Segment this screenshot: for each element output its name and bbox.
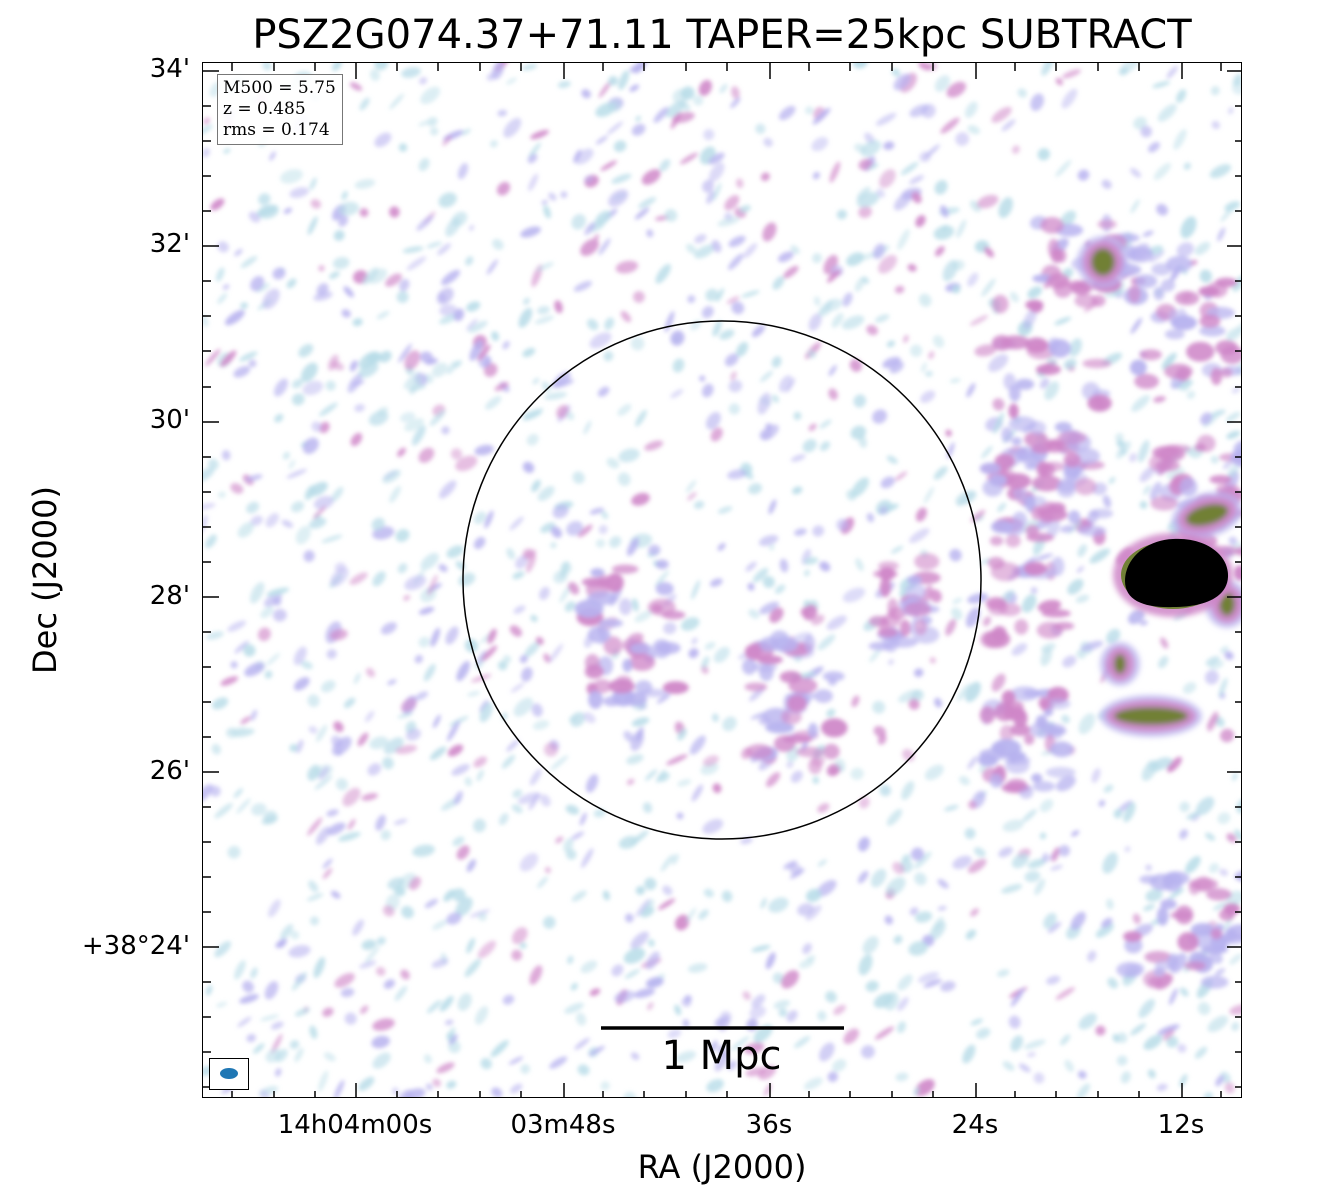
- redshift-text: z = 0.485: [223, 99, 306, 119]
- bright-radio-source: [1077, 236, 1129, 288]
- bright-radio-source: [1100, 695, 1202, 737]
- bright-sources-layer: [1077, 236, 1241, 737]
- radio-image-panel[interactable]: [202, 62, 1242, 1098]
- y-axis-label: Dec (J2000): [26, 486, 64, 674]
- beam-indicator: [209, 1058, 249, 1090]
- beam-ellipse: [220, 1068, 238, 1079]
- r500-circle: [462, 320, 982, 840]
- y-tick-label-32: 32': [149, 229, 190, 259]
- y-tick-label-24: +38°24': [81, 931, 190, 961]
- bright-radio-source: [1100, 642, 1140, 686]
- rms-text: rms = 0.174: [223, 120, 330, 140]
- x-tick-label-24s: 24s: [951, 1110, 999, 1140]
- x-tick-label-12s: 12s: [1157, 1110, 1205, 1140]
- noise-speckle-layer: [203, 63, 1241, 1097]
- x-tick-label-03m48s: 03m48s: [510, 1110, 616, 1140]
- bright-radio-source: [1171, 491, 1241, 539]
- m500-text: M500 = 5.75: [223, 78, 336, 98]
- scale-bar-label: 1 Mpc: [661, 1033, 782, 1079]
- cluster-info-box: M500 = 5.75 z = 0.485 rms = 0.174: [217, 74, 343, 145]
- x-tick-label-36s: 36s: [745, 1110, 793, 1140]
- y-tick-label-34: 34': [149, 54, 190, 84]
- y-tick-label-30: 30': [149, 405, 190, 435]
- radio-emission-map: [203, 63, 1241, 1097]
- central-radio-core: [1113, 533, 1233, 617]
- image-title: PSZ2G074.37+71.11 TAPER=25kpc SUBTRACT: [252, 12, 1192, 58]
- x-tick-label-04m00s: 14h04m00s: [277, 1110, 433, 1140]
- y-tick-label-28: 28': [149, 581, 190, 611]
- y-tick-label-26: 26': [149, 756, 190, 786]
- x-axis-label: RA (J2000): [637, 1148, 807, 1186]
